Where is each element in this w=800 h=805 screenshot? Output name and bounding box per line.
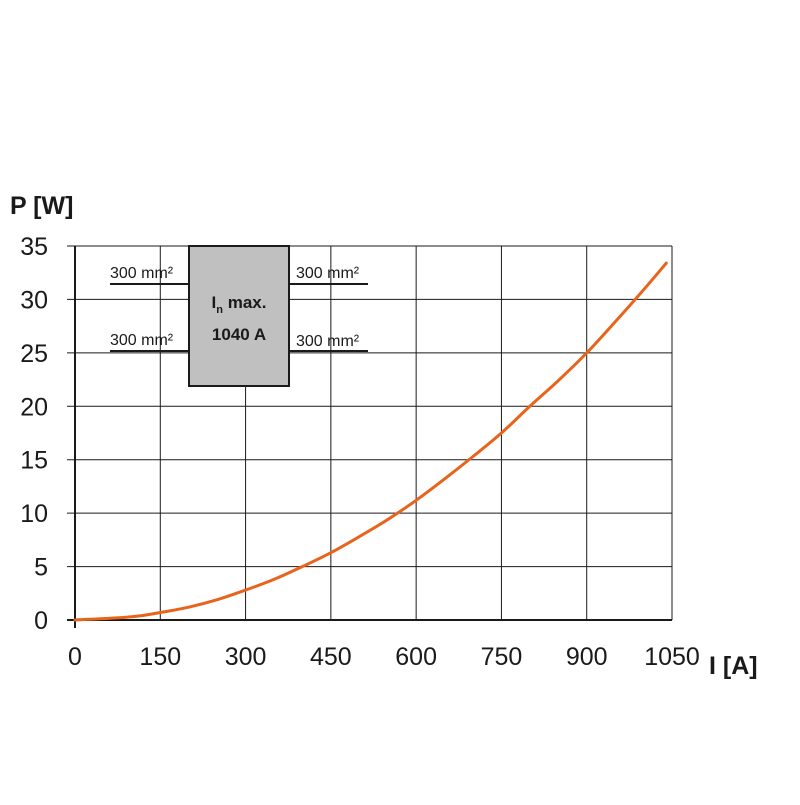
y-tick-label: 25 xyxy=(20,340,48,368)
x-tick-label: 450 xyxy=(310,643,352,671)
y-axis-ticks: 0 5 10 15 20 25 30 35 xyxy=(20,233,48,635)
x-tick-label: 150 xyxy=(139,643,181,671)
x-tick-label: 750 xyxy=(481,643,523,671)
x-axis-ticks: 0 150 300 450 600 750 900 1050 xyxy=(68,643,700,671)
y-tick-label: 20 xyxy=(20,393,48,421)
conductor-label-bottom-right: 300 mm² xyxy=(296,333,360,350)
conductor-label-top-left: 300 mm² xyxy=(110,265,174,282)
y-tick-label: 0 xyxy=(34,607,48,635)
rated-current-suffix: max. xyxy=(223,293,266,312)
x-tick-label: 0 xyxy=(68,643,82,671)
rated-current-symbol: I xyxy=(212,293,217,312)
y-tick-label: 10 xyxy=(20,500,48,528)
x-tick-label: 300 xyxy=(225,643,267,671)
y-tick-label: 15 xyxy=(20,447,48,475)
annotation: 300 mm² 300 mm² 300 mm² 300 mm² In max. … xyxy=(110,245,368,387)
grid xyxy=(67,245,673,628)
conductor-label-bottom-left: 300 mm² xyxy=(110,332,174,349)
rated-current-value: 1040 A xyxy=(212,325,266,344)
rated-current-label: In max. xyxy=(212,293,267,316)
y-tick-label: 5 xyxy=(34,554,48,582)
y-axis-label: P [W] xyxy=(10,192,73,220)
power-loss-curve xyxy=(73,261,668,622)
rated-current-subscript: n xyxy=(216,304,223,316)
y-tick-label: 30 xyxy=(20,286,48,314)
series-layer xyxy=(73,261,668,622)
x-axis-label: I [A] xyxy=(709,652,758,680)
terminal-box xyxy=(188,245,290,387)
y-tick-label: 35 xyxy=(20,233,48,261)
x-tick-label: 900 xyxy=(566,643,608,671)
x-tick-label: 1050 xyxy=(644,643,700,671)
conductor-label-top-right: 300 mm² xyxy=(296,265,360,282)
x-tick-label: 600 xyxy=(395,643,437,671)
